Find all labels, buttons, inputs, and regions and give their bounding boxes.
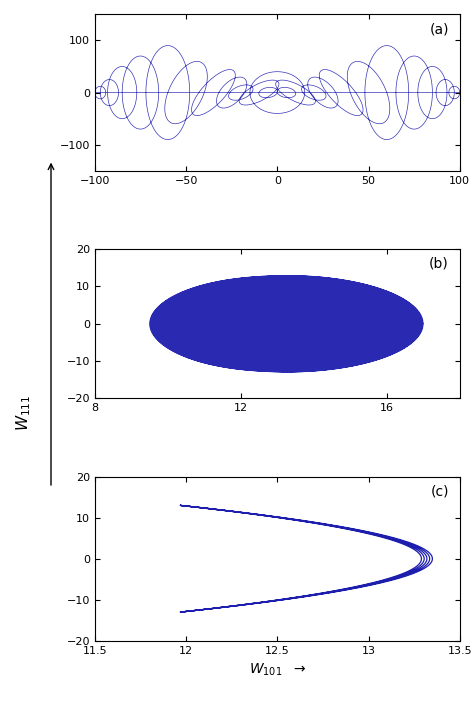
Text: (c): (c) bbox=[430, 485, 449, 499]
Text: (b): (b) bbox=[429, 256, 449, 271]
Text: (a): (a) bbox=[429, 22, 449, 36]
Text: $W_{111}$: $W_{111}$ bbox=[14, 394, 33, 431]
X-axis label: $W_{101}$  $\rightarrow$: $W_{101}$ $\rightarrow$ bbox=[249, 661, 306, 678]
